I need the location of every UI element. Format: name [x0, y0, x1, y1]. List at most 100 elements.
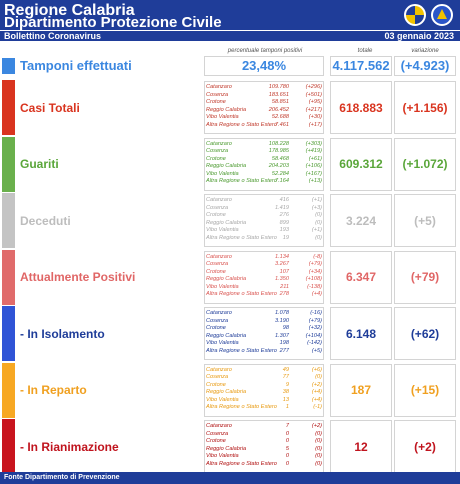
header-title-line2: Dipartimento Protezione Civile	[4, 14, 222, 31]
region-name: Vibo Valentia	[206, 283, 239, 290]
region-value: 211	[280, 283, 289, 290]
region-variation: (+501)	[305, 91, 322, 98]
region-value: 38	[282, 389, 289, 396]
protezione-civile-logo-icon	[431, 4, 453, 26]
region-name: Catanzaro	[206, 366, 232, 373]
in-reparto-label: - In Reparto	[20, 383, 87, 397]
region-value: 3.190	[275, 317, 289, 324]
region-variation: (+79)	[308, 317, 322, 324]
region-row: Altra Regione o Stato Estero 277 (+5)	[206, 348, 322, 356]
region-row: Catanzaro 49 (+6)	[206, 367, 322, 375]
region-row: Crotone 107 (+34)	[206, 269, 322, 277]
region-value: 7.164	[275, 178, 289, 185]
region-name: Cosenza	[206, 261, 229, 268]
region-value: 52.284	[271, 170, 289, 177]
guariti-total-frame	[330, 137, 392, 191]
region-row: Reggio Calabria 38 (+4)	[206, 389, 322, 397]
region-value: 0	[285, 453, 289, 460]
region-variation: (0)	[315, 234, 322, 241]
region-value: 899	[279, 219, 289, 226]
region-variation: (+4)	[311, 389, 322, 396]
region-name: Reggio Calabria	[206, 332, 247, 339]
region-variation: (-1)	[313, 404, 322, 411]
tamponi-variation: (+4.923)	[400, 58, 450, 73]
attualmente-positivi-regions-list: Catanzaro 1.134 (-8) Cosenza 3.267 (+79) Croto…	[206, 254, 322, 300]
region-variation: (+1)	[311, 227, 322, 234]
deceduti-variation: (+5)	[414, 213, 436, 228]
header-title-line1: Regione Calabria	[4, 2, 135, 19]
region-value: 52.688	[271, 114, 289, 121]
tamponi-total: 4.117.562	[332, 58, 390, 73]
region-value: 178.985	[268, 148, 289, 155]
region-value: 77	[282, 374, 289, 381]
region-value: 98	[282, 325, 289, 332]
region-value: 204.203	[268, 163, 289, 170]
region-row: Cosenza 77 (0)	[206, 374, 322, 382]
region-variation: (+296)	[305, 84, 322, 90]
region-name: Catanzaro	[206, 423, 232, 429]
footer-source: Fonte Dipartimento di Prevenzione	[4, 474, 120, 481]
guariti-variation-frame	[394, 137, 456, 191]
bulletin-title: Bollettino Coronavirus	[4, 31, 102, 41]
footer-bar: Fonte Dipartimento di Prevenzione	[0, 472, 460, 484]
region-variation: (0)	[315, 445, 322, 452]
casi-totali-variation-frame	[394, 81, 456, 134]
region-row: Cosenza 3.190 (+79)	[206, 318, 322, 326]
in-rianimazione-color-bar	[2, 419, 15, 474]
in-isolamento-color-bar	[2, 306, 15, 361]
region-value: 7.461	[275, 121, 289, 128]
deceduti-total: 3.224	[345, 213, 377, 228]
region-row: Altra Regione o Stato Estero 7.164 (+13)	[206, 178, 322, 186]
region-row: Altra Regione o Stato Estero 19 (0)	[206, 235, 322, 243]
region-name: Crotone	[206, 99, 226, 106]
region-value: 3.267	[275, 261, 289, 268]
region-variation: (+4)	[311, 396, 322, 403]
section-attualmente-positivi: Attualmente Positivi Catanzaro 1.134 (-8) Co…	[0, 249, 460, 305]
in-rianimazione-total: 12	[354, 439, 368, 454]
region-variation: (+61)	[308, 155, 322, 162]
region-name: Reggio Calabria	[206, 445, 247, 452]
region-name: Vibo Valentia	[206, 340, 239, 347]
region-name: Altra Regione o Stato Estero	[206, 121, 277, 128]
attualmente-positivi-variation: (+79)	[410, 270, 440, 284]
tamponi-variation-frame	[394, 56, 456, 76]
section-guariti: Guariti Catanzaro 108.228 (+303) Cosenza 178.…	[0, 136, 460, 192]
region-row: Catanzaro 1.078 (-16)	[206, 310, 322, 318]
tamponi-percent: 23,48%	[241, 58, 287, 73]
region-name: Crotone	[206, 438, 226, 445]
region-name: Cosenza	[206, 317, 229, 324]
region-value: 7	[285, 423, 289, 429]
casi-totali-label: Casi Totali	[20, 100, 80, 115]
region-value: 19	[282, 234, 289, 241]
in-isolamento-regions-list: Catanzaro 1.078 (-16) Cosenza 3.190 (+79) Crot…	[206, 310, 322, 356]
casi-totali-regions-frame	[204, 81, 324, 134]
region-value: 1.350	[275, 276, 289, 283]
region-row: Crotone 9 (+2)	[206, 382, 322, 390]
region-variation: (-16)	[310, 310, 322, 316]
region-value: 49	[282, 366, 289, 373]
region-row: Catanzaro 7 (+2)	[206, 423, 322, 431]
region-name: Reggio Calabria	[206, 106, 247, 113]
region-row: Reggio Calabria 1.307 (+104)	[206, 333, 322, 341]
region-name: Crotone	[206, 381, 226, 388]
in-reparto-color-bar	[2, 362, 15, 418]
region-value: 0	[285, 438, 289, 445]
region-value: 1	[285, 404, 289, 411]
region-value: 1.419	[275, 204, 289, 211]
region-row: Crotone 98 (+32)	[206, 325, 322, 333]
region-variation: (+419)	[305, 148, 322, 155]
in-isolamento-label: - In Isolamento	[20, 326, 105, 341]
region-variation: (+104)	[305, 332, 322, 339]
region-name: Reggio Calabria	[206, 389, 247, 396]
region-name: Catanzaro	[206, 140, 232, 147]
region-name: Catanzaro	[206, 197, 232, 203]
in-rianimazione-label: - In Rianimazione	[20, 439, 119, 454]
tamponi-label: Tamponi effettuati	[20, 58, 132, 73]
in-isolamento-total: 6.148	[345, 326, 377, 341]
region-value: 1.134	[275, 253, 289, 260]
region-variation: (+108)	[305, 276, 322, 283]
region-variation: (0)	[315, 219, 322, 226]
region-name: Altra Regione o Stato Estero	[206, 404, 277, 411]
region-variation: (+3)	[311, 204, 322, 211]
region-row: Vibo Valentia 198 (-142)	[206, 340, 322, 348]
